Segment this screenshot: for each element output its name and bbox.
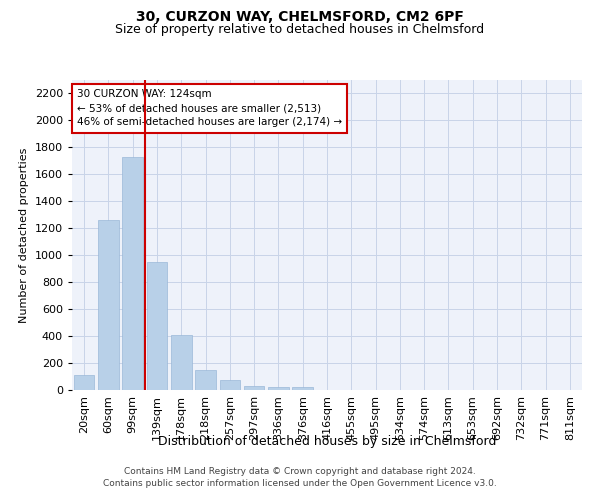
Bar (74, 375, 94, 390)
Bar (220, 380, 240, 390)
Text: Contains HM Land Registry data © Crown copyright and database right 2024.
Contai: Contains HM Land Registry data © Crown c… (103, 466, 497, 487)
Bar (268, 386, 289, 390)
Bar (195, 370, 216, 390)
Bar (292, 388, 313, 390)
Bar (171, 334, 191, 390)
Text: Distribution of detached houses by size in Chelmsford: Distribution of detached houses by size … (158, 435, 496, 448)
Bar (98, 220, 119, 390)
Bar (146, 262, 167, 390)
Bar (122, 157, 143, 390)
Y-axis label: Number of detached properties: Number of detached properties (19, 148, 29, 322)
Bar (244, 386, 265, 390)
Text: Size of property relative to detached houses in Chelmsford: Size of property relative to detached ho… (115, 22, 485, 36)
Text: 30, CURZON WAY, CHELMSFORD, CM2 6PF: 30, CURZON WAY, CHELMSFORD, CM2 6PF (136, 10, 464, 24)
Text: 30 CURZON WAY: 124sqm
← 53% of detached houses are smaller (2,513)
46% of semi-d: 30 CURZON WAY: 124sqm ← 53% of detached … (77, 90, 342, 128)
